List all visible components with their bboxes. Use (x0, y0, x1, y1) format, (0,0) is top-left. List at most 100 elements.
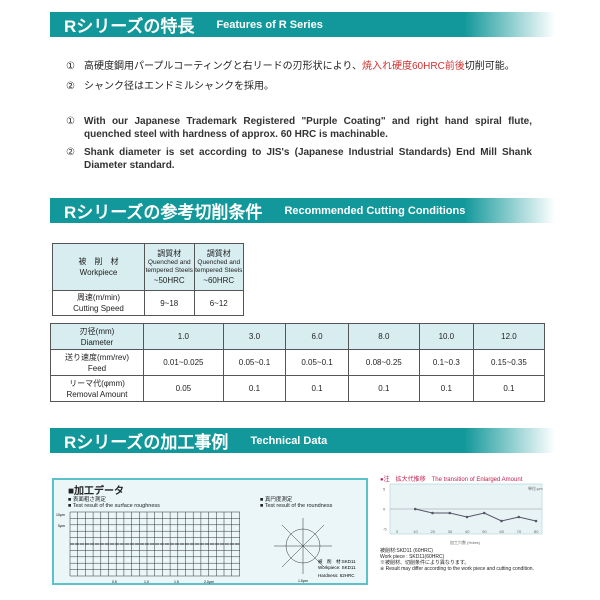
table-cell: 3.0 (222, 323, 287, 350)
x-tick: 1.5 (174, 580, 179, 584)
round-title-jp: ■ 真円度測定 (260, 497, 293, 503)
note: ※ Result may differ according to the wor… (380, 566, 534, 572)
table-cell: 0.08~0.25 (347, 349, 420, 376)
item-number: ② (66, 147, 75, 158)
data-point (465, 515, 469, 519)
x-axis-label: 加工穴数 (Holes) (450, 539, 481, 545)
section-header-features: Rシリーズの特長 Features of R Series (50, 12, 555, 37)
section-title-en: Technical Data (250, 434, 328, 447)
data-point (534, 519, 538, 523)
enlarged-title: ●注 拡大代推移 The transition of Enlarged Amou… (380, 477, 523, 483)
diameter-label: 刃径(mm) Diameter (50, 323, 144, 350)
section-title-jp: Rシリーズの加工事例 (64, 433, 229, 452)
workpiece-jp: 被 削 材:SKD11 (318, 558, 356, 565)
text: Shank diameter is set according to JIS's… (84, 147, 532, 171)
table-cell: 12.0 (472, 323, 546, 350)
jp-feature-2: ② シャンク径はエンドミルシャンクを採用。 (66, 80, 274, 94)
x-tick: 70 (517, 529, 522, 534)
x-tick: 20 (431, 529, 436, 534)
y-tick: 5μm (58, 524, 65, 528)
table-cell: 0.15~0.35 (472, 349, 546, 376)
unit-label: 単位:μm (528, 485, 543, 491)
speed-label: 周速(m/min) Cutting Speed (52, 290, 145, 316)
x-tick: 0 (396, 529, 399, 534)
data-point (431, 511, 434, 515)
note: 被削材:SKD11 (60HRC) (380, 548, 433, 554)
x-tick: 80 (534, 529, 539, 534)
item-number: ① (66, 116, 75, 127)
cutting-speed-table: 被 削 材 Workpiece 調質材 Quenched and tempered … (52, 243, 244, 316)
table-cell: 0.1 (347, 375, 420, 402)
material-header: 調質材 Quenched and tempered Steels ~60HRC (193, 243, 244, 291)
y-tick: -5 (383, 527, 387, 532)
y-tick: 0 (383, 507, 386, 512)
table-cell: 0.1 (285, 375, 349, 402)
x-tick: 0.5 (112, 580, 117, 584)
data-point (517, 515, 521, 519)
enlarged-notes: 被削材:SKD11 (60HRC) Work piece : SKD11(60H… (380, 548, 545, 572)
section-header-technical: Rシリーズの加工事例 Technical Data (50, 428, 555, 453)
x-tick: 60 (500, 529, 505, 534)
text: 高硬度鋼用パープルコーティングと右リードの刃形状により、 (84, 61, 362, 72)
data-point (413, 507, 417, 511)
table-cell: 0.01~0.025 (143, 349, 224, 376)
table-cell: 0.1 (222, 375, 287, 402)
x-tick: 30 (448, 529, 453, 534)
removal-label: リーマ代(φmm) Removal Amount (50, 375, 144, 402)
conditions-table: 刃径(mm) Diameter 1.0 3.0 6.0 8.0 10.0 12.0 送り速度… (50, 323, 546, 402)
x-tick: 1.0 (144, 580, 149, 584)
processing-data-panel: ■加工データ ■ 表面粗さ測定 ■ Test result of the sur… (52, 478, 368, 585)
table-cell: 9~18 (144, 290, 195, 316)
table-cell: 8.0 (347, 323, 420, 350)
table-cell: 10.0 (418, 323, 474, 350)
text: With our Japanese Trademark Registered "… (84, 116, 532, 140)
data-point (500, 519, 503, 523)
highlight-text: 焼入れ硬度60HRC前後 (362, 61, 465, 72)
text: シャンク径はエンドミルシャンクを採用。 (84, 81, 274, 92)
roundness-plot (274, 518, 332, 574)
rough-title-jp: ■ 表面粗さ測定 (68, 497, 106, 503)
note: ※被削材、切削条件により異なります。 (380, 560, 470, 566)
section-title-en: Features of R Series (216, 18, 323, 31)
y-tick: 10μm (56, 513, 65, 517)
table-cell: 0.1 (472, 375, 546, 402)
en-feature-2: ② Shank diameter is set according to JIS'… (66, 146, 532, 172)
data-point (448, 511, 452, 515)
item-number: ② (66, 81, 75, 92)
round-title-en: ■ Test result of the roundness (260, 503, 333, 509)
rough-title-en: ■ Test result of the surface roughness (68, 503, 160, 509)
workpiece-header: 被 削 材 Workpiece (52, 243, 145, 291)
table-cell: 0.05 (143, 375, 224, 402)
section-title-en: Recommended Cutting Conditions (284, 204, 466, 217)
table-cell: 6~12 (193, 290, 244, 316)
table-cell: 0.1 (418, 375, 474, 402)
hardness: Hardness: 62HRC (318, 573, 355, 578)
section-title-jp: Rシリーズの特長 (64, 17, 195, 36)
text: 切削可能。 (464, 61, 515, 72)
table-cell: 0.1~0.3 (418, 349, 474, 376)
item-number: ① (66, 61, 75, 72)
section-header-conditions: Rシリーズの参考切削条件 Recommended Cutting Conditi… (50, 198, 555, 223)
en-feature-1: ① With our Japanese Trademark Registered … (66, 115, 532, 141)
x-tick: 40 (465, 529, 470, 534)
x-tick: 10 (413, 529, 418, 534)
scale-label: 1.5μm (298, 579, 308, 583)
note: Work piece : SKD11(60HRC) (380, 554, 445, 560)
table-cell: 0.05~0.1 (285, 349, 349, 376)
material-header: 調質材 Quenched and tempered Steels ~50HRC (144, 243, 195, 291)
workpiece-en: Workpiece: SKD11 (318, 565, 356, 570)
x-tick: 50 (482, 529, 487, 534)
feed-label: 送り速度(mm/rev) Feed (50, 349, 144, 376)
table-cell: 1.0 (143, 323, 224, 350)
y-tick: 5 (383, 487, 386, 492)
data-point (482, 511, 486, 515)
x-tick: 2.0μm (204, 580, 214, 584)
data-title: ■加工データ (68, 486, 125, 497)
table-cell: 6.0 (285, 323, 349, 350)
jp-feature-1: ① 高硬度鋼用パープルコーティングと右リードの刃形状により、焼入れ硬度60HRC前… (66, 60, 515, 74)
section-title-jp: Rシリーズの参考切削条件 (64, 203, 263, 222)
roughness-and-roundness-graphs: 10μm 5μm 0.5 1.0 1.5 2.0μm 1.5μm 被 削 材:S… (56, 511, 356, 584)
series-line (415, 508, 537, 522)
table-cell: 0.05~0.1 (222, 349, 287, 376)
